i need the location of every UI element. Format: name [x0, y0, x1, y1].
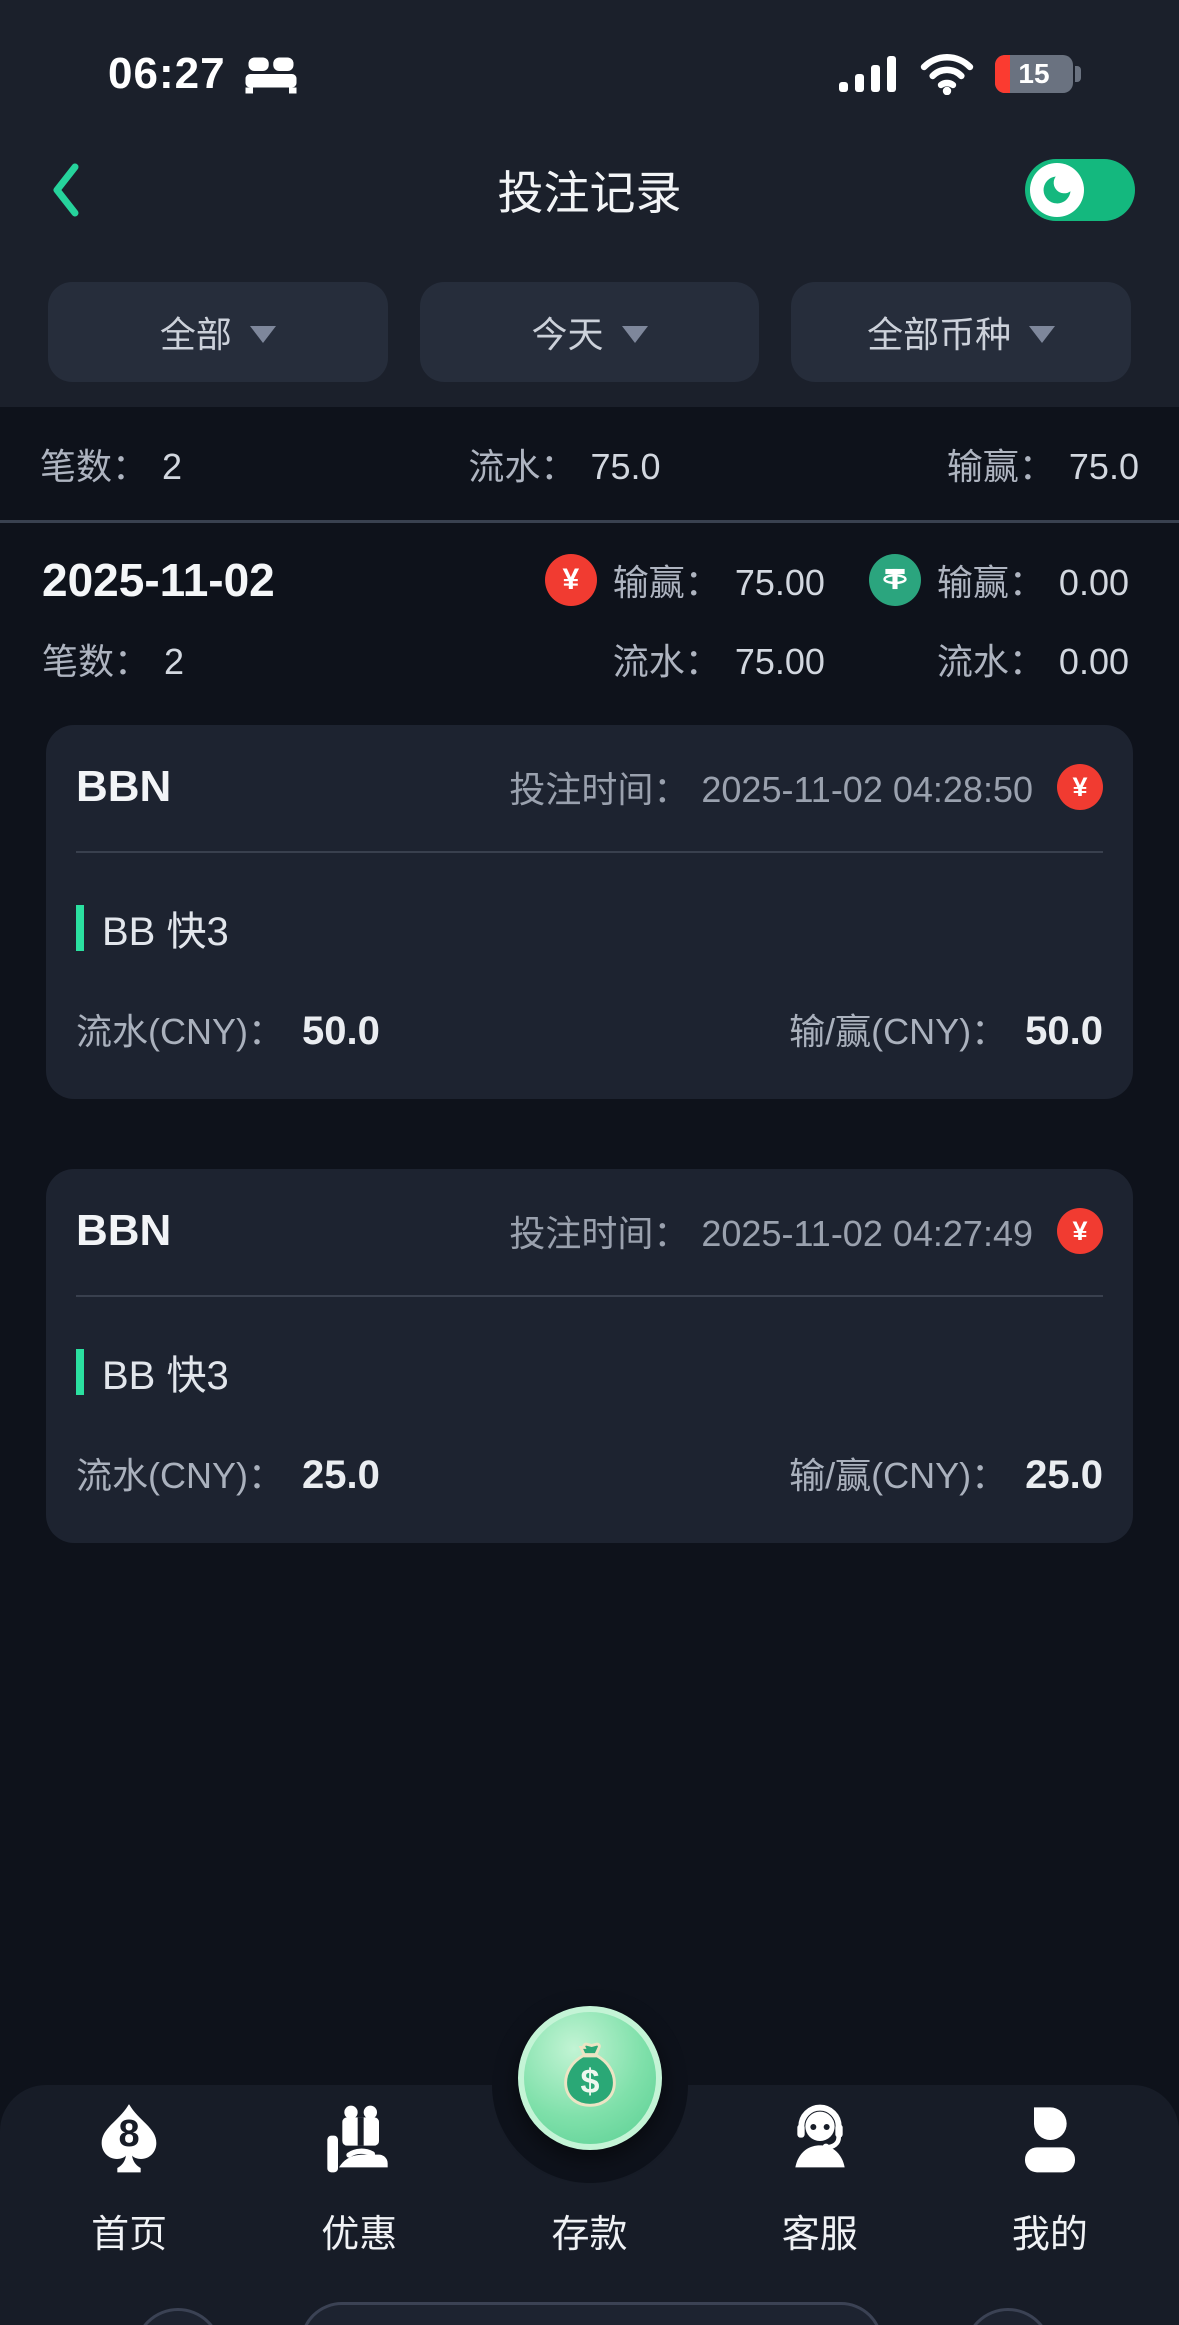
battery-icon: 15 [995, 55, 1081, 93]
money-bag-icon: $ [563, 2042, 616, 2107]
game-name: BB 快3 [102, 1354, 229, 1398]
filter-row: 全部 今天 全部币种 [0, 236, 1179, 407]
page-header: 投注记录 [0, 144, 1179, 236]
chevron-down-icon [249, 325, 276, 343]
day-group-header: 2025-11-02 ¥ 输赢： 75.00 输赢： 0.00 笔数： 2 流水： 75… [0, 523, 1179, 725]
bet-time: 投注时间： 2025-11-02 04:27:49 [509, 1213, 1033, 1254]
divider [76, 1295, 1103, 1297]
chevron-down-icon [621, 325, 648, 343]
top-section: 06:27 [0, 0, 1179, 407]
nav-item-promos[interactable]: 优惠 [244, 2093, 474, 2325]
chevron-down-icon [1029, 325, 1056, 343]
total-turnover: 流水： 75.0 [468, 445, 661, 487]
spade-8-icon [101, 2104, 157, 2173]
total-count: 笔数： 2 [40, 445, 183, 487]
totals-strip: 笔数： 2 流水： 75.0 输赢： 75.0 [0, 407, 1179, 523]
divider [76, 851, 1103, 853]
game-accent-bar [76, 905, 84, 951]
record-winloss: 输/赢(CNY)： 25.0 [789, 1453, 1103, 1497]
nav-item-profile[interactable]: 我的 [935, 2093, 1165, 2325]
bed-icon [244, 54, 298, 94]
wifi-icon [920, 54, 974, 95]
battery-level-red [995, 55, 1010, 93]
game-accent-bar [76, 1349, 84, 1395]
nav-item-support[interactable]: 客服 [705, 2093, 935, 2325]
day-count: 笔数： 2 [42, 641, 185, 682]
day-cny-winloss: ¥ 输赢： 75.00 [544, 554, 825, 606]
status-bar: 06:27 [0, 0, 1179, 98]
platform-name: BBN [76, 762, 172, 811]
clock: 06:27 [108, 49, 226, 98]
bet-record-card[interactable]: BBN 投注时间： 2025-11-02 04:27:49 ¥ BB 快3 流水(… [46, 1169, 1133, 1543]
page-title: 投注记录 [497, 167, 682, 219]
gift-hand-icon [327, 2105, 388, 2173]
chevron-left-icon [53, 163, 79, 217]
nav-item-home[interactable]: 8 首页 [14, 2093, 244, 2325]
cny-icon: ¥ [544, 554, 597, 606]
nav-item-deposit[interactable]: 存款 [551, 2214, 628, 2256]
dark-mode-toggle[interactable] [1025, 159, 1135, 221]
total-winloss: 输赢： 75.0 [946, 445, 1139, 487]
battery-percent: 15 [1018, 58, 1050, 89]
platform-name: BBN [76, 1206, 172, 1255]
record-winloss: 输/赢(CNY)： 50.0 [789, 1009, 1103, 1053]
record-turnover: 流水(CNY)： 50.0 [76, 1009, 380, 1053]
signal-icon [839, 56, 896, 92]
day-usdt-winloss: 输赢： 0.00 [868, 554, 1129, 606]
peek-panel [300, 2302, 883, 2325]
bet-record-card[interactable]: BBN 投注时间： 2025-11-02 04:28:50 ¥ BB 快3 流水(… [46, 725, 1133, 1099]
bet-time: 投注时间： 2025-11-02 04:28:50 [509, 769, 1033, 810]
toggle-knob [1030, 163, 1084, 217]
svg-text:$: $ [580, 2063, 599, 2101]
profile-icon [1024, 2107, 1075, 2173]
cny-icon: ¥ [1057, 764, 1103, 810]
day-usdt-turnover: 流水： 0.00 [936, 641, 1129, 682]
status-icons: 15 [837, 53, 1081, 95]
filter-platform[interactable]: 全部 [48, 282, 388, 382]
deposit-button[interactable]: $ [517, 2006, 662, 2150]
cny-icon: ¥ [1057, 1208, 1103, 1254]
record-turnover: 流水(CNY)： 25.0 [76, 1453, 380, 1497]
back-button[interactable] [50, 144, 82, 236]
game-name: BB 快3 [102, 910, 229, 954]
filter-date[interactable]: 今天 [419, 282, 760, 382]
tether-icon [868, 554, 921, 606]
day-cny-turnover: 流水： 75.00 [612, 641, 825, 682]
filter-currency[interactable]: 全部币种 [791, 282, 1132, 382]
spade-badge-number: 8 [118, 2113, 140, 2155]
day-date: 2025-11-02 [42, 554, 275, 606]
customer-service-icon [795, 2104, 845, 2168]
moon-icon [1043, 176, 1071, 204]
